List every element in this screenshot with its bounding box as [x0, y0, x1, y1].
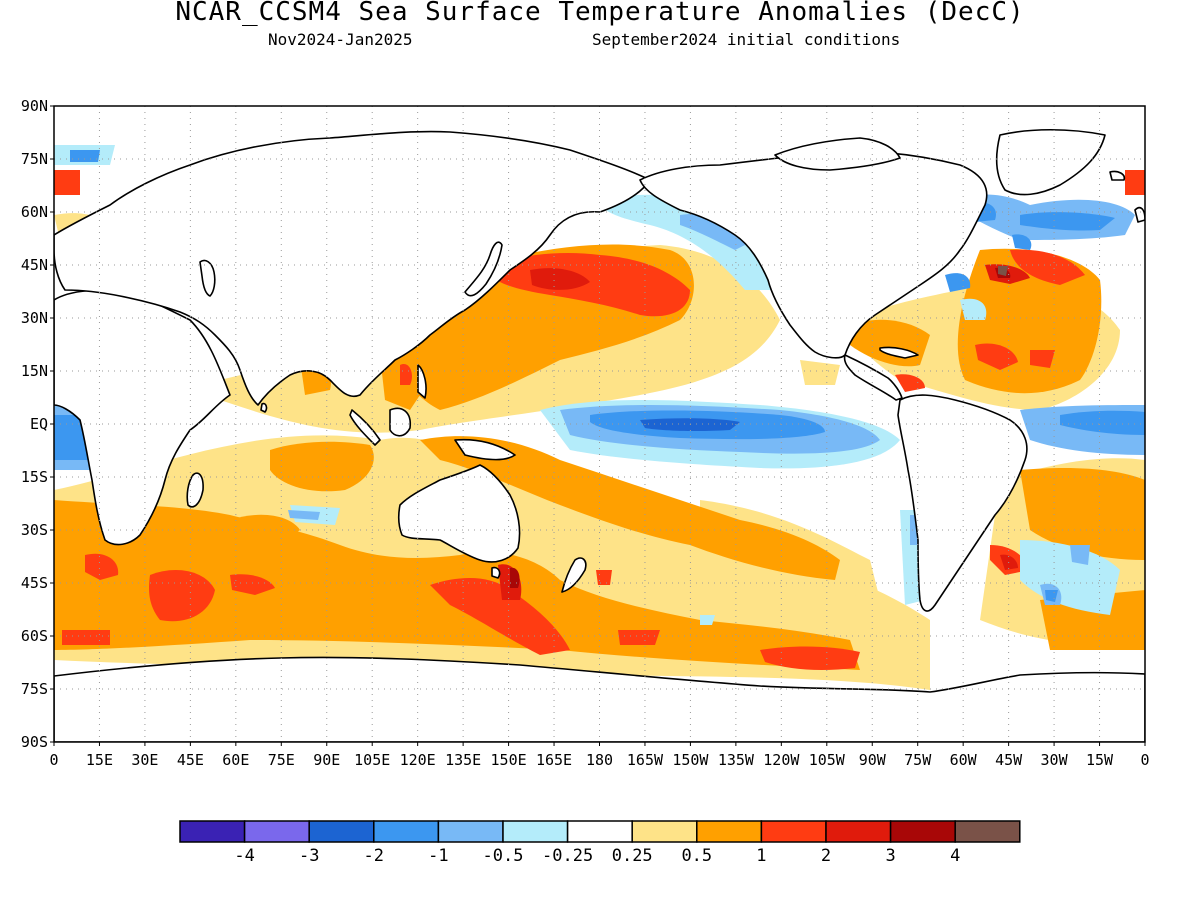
longitude-label: 105W: [809, 751, 846, 769]
sri-lanka-landmass: [260, 402, 268, 413]
forecast-period: Nov2024-Jan2025: [268, 30, 413, 49]
longitude-label: 15W: [1086, 751, 1114, 769]
latitude-label: 75S: [21, 680, 48, 698]
philippines-landmass: [417, 364, 427, 399]
madagascar-landmass: [186, 472, 204, 508]
longitude-label: 120E: [400, 751, 436, 769]
longitude-label: 0: [1140, 751, 1149, 769]
arctic-islands: [774, 137, 901, 171]
latitude-label: 60N: [21, 203, 48, 221]
graticule: [54, 106, 1145, 742]
longitude-label: 30E: [131, 751, 158, 769]
latitude-label: 30S: [21, 521, 48, 539]
latitude-label: 45N: [21, 256, 48, 274]
borneo-landmass: [389, 407, 412, 437]
latitude-label: EQ: [30, 415, 48, 433]
greenland-landmass: [995, 128, 1106, 196]
longitude-label: 165E: [536, 751, 572, 769]
latitude-label: 45S: [21, 574, 48, 592]
latitude-labels: 90N 75N 60N 45N 30N 15N EQ 15S 30S 45S 60S 75S 90S: [21, 97, 54, 751]
longitude-label: 165W: [627, 751, 664, 769]
new-guinea-landmass: [454, 438, 516, 461]
eurasia-landmass: [54, 130, 651, 406]
iceland-landmass: [1109, 170, 1126, 181]
longitude-label: 75W: [904, 751, 932, 769]
latitude-label: 15N: [21, 362, 48, 380]
latitude-label: 60S: [21, 627, 48, 645]
longitude-label: 75E: [268, 751, 295, 769]
new-zealand-landmass: [561, 557, 587, 593]
map-title: NCAR_CCSM4 Sea Surface Temperature Anoma…: [175, 0, 1025, 27]
japan-landmass: [464, 241, 503, 297]
latitude-label: 15S: [21, 468, 48, 486]
longitude-label: 45E: [177, 751, 204, 769]
longitude-label: 0: [49, 751, 58, 769]
longitude-label: 90W: [859, 751, 887, 769]
longitude-label: 150E: [491, 751, 527, 769]
latitude-label: 90N: [21, 97, 48, 115]
longitude-label: 90E: [313, 751, 340, 769]
australia-landmass: [397, 464, 521, 563]
south-america-landmass: [897, 394, 1028, 612]
caspian-sea-outline: [199, 259, 216, 297]
initial-conditions-label: September2024 initial conditions: [592, 30, 901, 49]
cuba-landmass: [879, 346, 919, 359]
antarctica-landmass: [54, 656, 1145, 742]
longitude-label: 15E: [86, 751, 113, 769]
latitude-label: 30N: [21, 309, 48, 327]
longitude-label: 105E: [354, 751, 390, 769]
latitude-label: 90S: [21, 733, 48, 751]
longitude-labels: 0 15E 30E 45E 60E 75E 90E 105E 120E 135E 150E 165E 1…: [49, 742, 1150, 769]
latitude-label: 75N: [21, 150, 48, 168]
longitude-label: 150W: [672, 751, 709, 769]
longitude-label: 30W: [1041, 751, 1069, 769]
uk-landmass: [1134, 206, 1145, 223]
longitude-label: 135W: [718, 751, 755, 769]
longitude-label: 135E: [445, 751, 481, 769]
longitude-label: 180: [586, 751, 613, 769]
longitude-label: 60E: [222, 751, 249, 769]
central-america-landmass: [843, 354, 903, 401]
longitude-label: 45W: [995, 751, 1023, 769]
longitude-label: 60W: [950, 751, 978, 769]
tasmania-landmass: [491, 566, 501, 579]
longitude-label: 120W: [763, 751, 800, 769]
continents: [54, 128, 1145, 742]
